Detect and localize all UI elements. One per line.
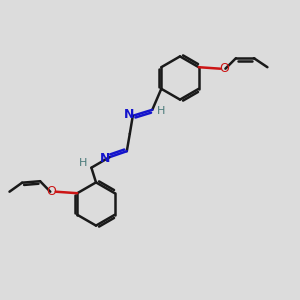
Text: H: H <box>79 158 87 168</box>
Text: O: O <box>46 185 56 198</box>
Text: N: N <box>123 107 134 121</box>
Text: N: N <box>100 152 110 166</box>
Text: O: O <box>220 62 230 75</box>
Text: H: H <box>157 106 165 116</box>
